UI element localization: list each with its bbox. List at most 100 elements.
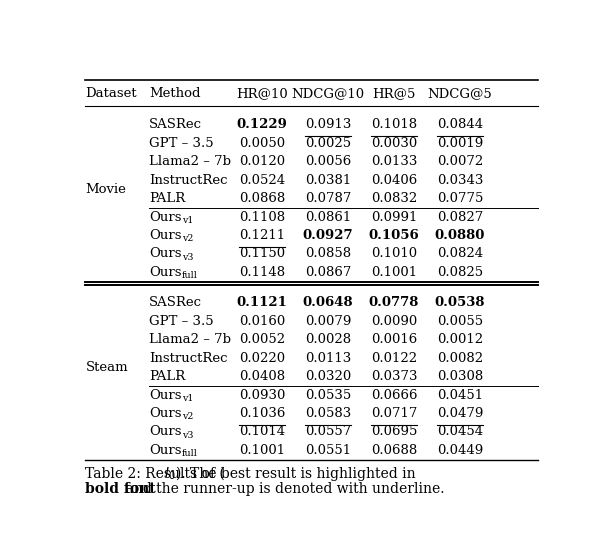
- Text: HR@5: HR@5: [372, 86, 416, 100]
- Text: 0.0688: 0.0688: [371, 444, 417, 457]
- Text: 0.0055: 0.0055: [437, 315, 483, 328]
- Text: 0.0028: 0.0028: [305, 333, 351, 347]
- Text: v2: v2: [182, 234, 193, 243]
- Text: 0.0454: 0.0454: [437, 425, 483, 438]
- Text: HR@10: HR@10: [237, 86, 288, 100]
- Text: 0.0220: 0.0220: [239, 352, 285, 364]
- Text: 0.0827: 0.0827: [437, 211, 483, 224]
- Text: 0.0090: 0.0090: [371, 315, 417, 328]
- Text: 0.1001: 0.1001: [239, 444, 285, 457]
- Text: 0.0551: 0.0551: [305, 444, 351, 457]
- Text: 0.0991: 0.0991: [371, 211, 417, 224]
- Text: 0.0861: 0.0861: [305, 211, 351, 224]
- Text: v1: v1: [182, 394, 193, 403]
- Text: 0.0381: 0.0381: [305, 174, 351, 187]
- Text: 0.0844: 0.0844: [437, 119, 483, 132]
- Text: $I_0$: $I_0$: [164, 465, 176, 481]
- Text: bold font: bold font: [85, 481, 156, 496]
- Text: full: full: [182, 449, 198, 458]
- Text: InstructRec: InstructRec: [149, 174, 227, 187]
- Text: v1: v1: [182, 216, 193, 225]
- Text: 0.0113: 0.0113: [305, 352, 351, 364]
- Text: 0.0778: 0.0778: [369, 296, 420, 310]
- Text: Ours: Ours: [149, 444, 182, 457]
- Text: 0.1108: 0.1108: [239, 211, 285, 224]
- Text: InstructRec: InstructRec: [149, 352, 227, 364]
- Text: 0.0050: 0.0050: [239, 137, 285, 150]
- Text: NDCG@5: NDCG@5: [427, 86, 492, 100]
- Text: Llama2 – 7b: Llama2 – 7b: [149, 155, 231, 168]
- Text: Ours: Ours: [149, 229, 182, 242]
- Text: Steam: Steam: [85, 361, 128, 374]
- Text: 0.0012: 0.0012: [437, 333, 483, 347]
- Text: 0.0025: 0.0025: [305, 137, 351, 150]
- Text: 0.0858: 0.0858: [305, 248, 351, 261]
- Text: 0.0016: 0.0016: [371, 333, 417, 347]
- Text: 0.0479: 0.0479: [437, 407, 483, 420]
- Text: 0.0019: 0.0019: [437, 137, 483, 150]
- Text: Table 2: Results of (: Table 2: Results of (: [85, 466, 225, 480]
- Text: 0.0320: 0.0320: [305, 370, 351, 383]
- Text: 0.0824: 0.0824: [437, 248, 483, 261]
- Text: 0.0927: 0.0927: [303, 229, 353, 242]
- Text: 0.0787: 0.0787: [305, 192, 351, 205]
- Text: 0.0449: 0.0449: [437, 444, 483, 457]
- Text: 0.0030: 0.0030: [371, 137, 417, 150]
- Text: Ours: Ours: [149, 248, 182, 261]
- Text: 0.0056: 0.0056: [305, 155, 351, 168]
- Text: v3: v3: [182, 253, 193, 262]
- Text: 0.0373: 0.0373: [371, 370, 417, 383]
- Text: 0.0406: 0.0406: [371, 174, 417, 187]
- Text: Method: Method: [149, 86, 201, 100]
- Text: 0.0666: 0.0666: [371, 388, 417, 401]
- Text: 0.0880: 0.0880: [435, 229, 485, 242]
- Text: 0.0868: 0.0868: [239, 192, 285, 205]
- Text: and the runner-up is denoted with underline.: and the runner-up is denoted with underl…: [121, 481, 444, 496]
- Text: 0.1211: 0.1211: [239, 229, 285, 242]
- Text: 0.1229: 0.1229: [237, 119, 288, 132]
- Text: 0.0648: 0.0648: [303, 296, 353, 310]
- Text: PALR: PALR: [149, 370, 185, 383]
- Text: 0.0583: 0.0583: [305, 407, 351, 420]
- Text: 0.1010: 0.1010: [371, 248, 417, 261]
- Text: 0.0082: 0.0082: [437, 352, 483, 364]
- Text: Ours: Ours: [149, 407, 182, 420]
- Text: 0.0408: 0.0408: [239, 370, 285, 383]
- Text: 0.0913: 0.0913: [305, 119, 351, 132]
- Text: 0.0308: 0.0308: [437, 370, 483, 383]
- Text: 0.1056: 0.1056: [368, 229, 420, 242]
- Text: 0.1121: 0.1121: [237, 296, 288, 310]
- Text: 0.0930: 0.0930: [239, 388, 285, 401]
- Text: 0.0160: 0.0160: [239, 315, 285, 328]
- Text: 0.1018: 0.1018: [371, 119, 417, 132]
- Text: 0.0122: 0.0122: [371, 352, 417, 364]
- Text: 0.0538: 0.0538: [435, 296, 485, 310]
- Text: Ours: Ours: [149, 425, 182, 438]
- Text: SASRec: SASRec: [149, 296, 202, 310]
- Text: PALR: PALR: [149, 192, 185, 205]
- Text: 0.0343: 0.0343: [437, 174, 483, 187]
- Text: 0.1150: 0.1150: [239, 248, 285, 261]
- Text: 0.0775: 0.0775: [437, 192, 483, 205]
- Text: Ours: Ours: [149, 388, 182, 401]
- Text: 0.1014: 0.1014: [239, 425, 285, 438]
- Text: full: full: [182, 271, 198, 280]
- Text: 0.0867: 0.0867: [305, 266, 351, 279]
- Text: 0.0717: 0.0717: [371, 407, 417, 420]
- Text: 0.0133: 0.0133: [371, 155, 417, 168]
- Text: Dataset: Dataset: [85, 86, 137, 100]
- Text: GPT – 3.5: GPT – 3.5: [149, 315, 213, 328]
- Text: 0.0535: 0.0535: [305, 388, 351, 401]
- Text: 0.0557: 0.0557: [305, 425, 351, 438]
- Text: GPT – 3.5: GPT – 3.5: [149, 137, 213, 150]
- Text: 0.1036: 0.1036: [239, 407, 285, 420]
- Text: Ours: Ours: [149, 211, 182, 224]
- Text: v2: v2: [182, 412, 193, 422]
- Text: 0.0079: 0.0079: [305, 315, 351, 328]
- Text: 0.0832: 0.0832: [371, 192, 417, 205]
- Text: 0.1001: 0.1001: [371, 266, 417, 279]
- Text: 0.0825: 0.0825: [437, 266, 483, 279]
- Text: ). The best result is highlighted in: ). The best result is highlighted in: [176, 466, 415, 480]
- Text: Movie: Movie: [85, 183, 126, 196]
- Text: SASRec: SASRec: [149, 119, 202, 132]
